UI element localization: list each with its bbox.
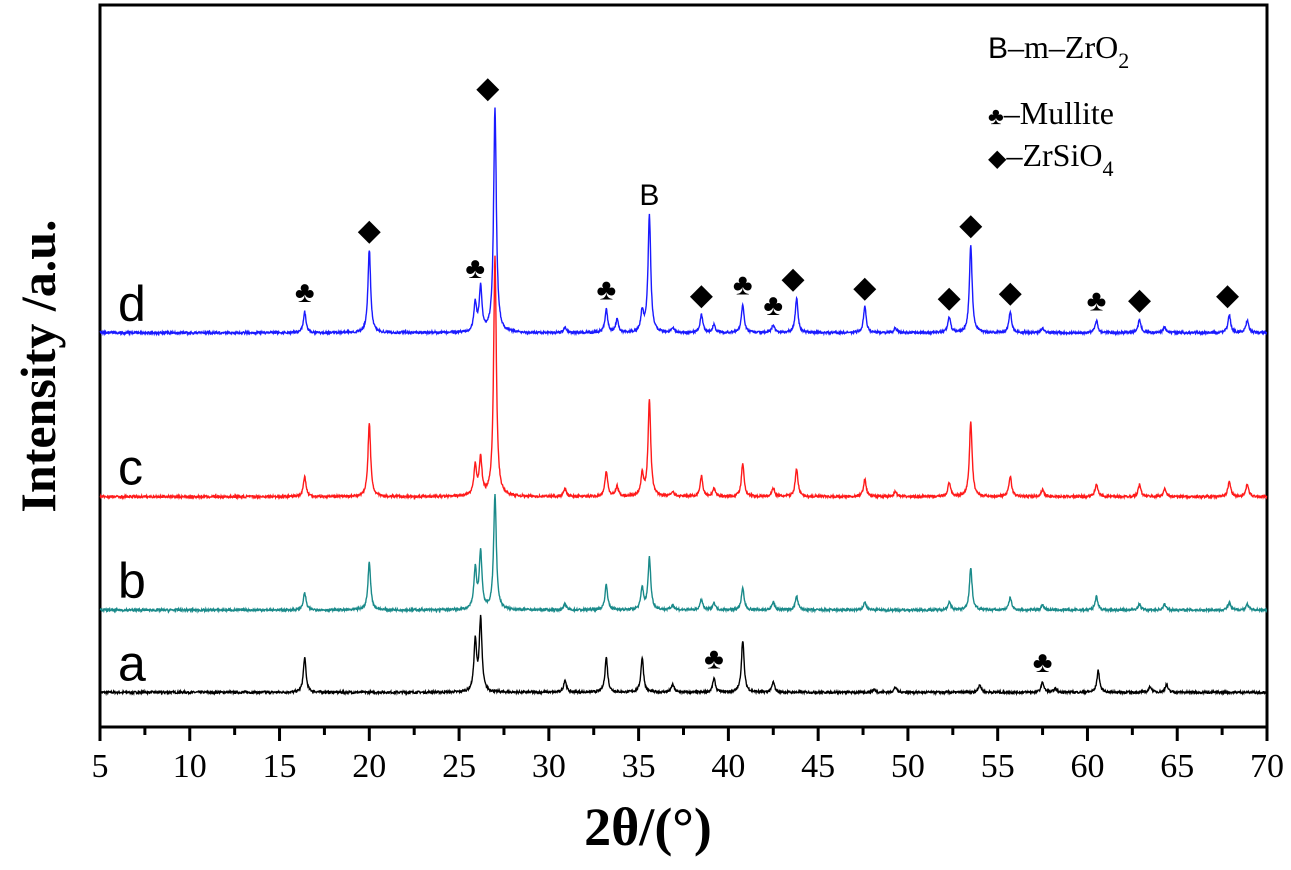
traces xyxy=(99,107,1268,697)
x-tick-label: 45 xyxy=(801,748,835,785)
x-tick-label: 30 xyxy=(532,748,566,785)
trace-a xyxy=(99,614,1267,697)
zrsio4-marker: ◆ xyxy=(853,271,876,304)
mullite-marker: ♣ xyxy=(1033,646,1053,679)
zrsio4-marker: ◆ xyxy=(690,279,713,312)
curve-label-d: d xyxy=(118,276,146,332)
trace-d xyxy=(99,107,1268,337)
zrsio4-marker: ◆ xyxy=(358,214,381,247)
mullite-marker: ♣ xyxy=(704,643,724,676)
x-tick-label: 25 xyxy=(442,748,476,785)
zrsio4-marker: ◆ xyxy=(781,262,804,295)
trace-c xyxy=(99,255,1268,501)
curve-label-b: b xyxy=(118,553,146,609)
curve-label-a: a xyxy=(118,635,146,691)
mullite-marker: ♣ xyxy=(1087,285,1107,318)
x-axis-title: 2θ/(°) xyxy=(584,797,712,857)
x-tick-label: 70 xyxy=(1250,748,1284,785)
x-tick-label: 55 xyxy=(981,748,1015,785)
x-tick-label: 65 xyxy=(1160,748,1194,785)
x-tick-label: 15 xyxy=(263,748,297,785)
zrsio4-marker: ◆ xyxy=(1128,283,1151,316)
legend-entry: ◆–ZrSiO4 xyxy=(988,137,1113,181)
mullite-marker: ♣ xyxy=(763,289,783,322)
peak-markers: ♣◆♣◆♣B◆ ♣♣◆ ◆ ◆◆◆ ♣ ◆ ◆♣ ♣ xyxy=(295,72,1239,680)
curve-label-c: c xyxy=(118,440,143,496)
trace-b xyxy=(99,494,1268,614)
x-tick-label: 20 xyxy=(352,748,386,785)
mullite-marker: ♣ xyxy=(465,252,485,285)
x-tick-label: 60 xyxy=(1070,748,1104,785)
curve-labels: ab c d xyxy=(118,276,146,692)
x-axis-ticks: 5 10 15 20 25 30 35 40 45 50 55 60 65 70 xyxy=(92,727,1284,785)
x-tick-label: 35 xyxy=(622,748,656,785)
zrsio4-marker: ◆ xyxy=(959,209,982,242)
legend-entry: ♣–Mullite xyxy=(988,95,1114,131)
mullite-marker: ♣ xyxy=(596,274,616,307)
legend-entry: B–m–ZrO2 xyxy=(988,29,1129,73)
legend: B–m–ZrO2 ♣–Mullite ◆–ZrSiO4 xyxy=(988,29,1129,181)
x-tick-label: 40 xyxy=(711,748,745,785)
zrsio4-marker: ◆ xyxy=(938,281,961,314)
zrsio4-marker: ◆ xyxy=(999,276,1022,309)
zro2-marker: B xyxy=(639,179,659,212)
zrsio4-marker: ◆ xyxy=(476,72,499,105)
x-tick-label: 50 xyxy=(891,748,925,785)
y-axis-title: Intensity /a.u. xyxy=(10,219,66,512)
x-tick-label: 5 xyxy=(92,748,109,785)
mullite-marker: ♣ xyxy=(733,269,753,302)
zrsio4-marker: ◆ xyxy=(1216,279,1239,312)
mullite-marker: ♣ xyxy=(295,276,315,309)
x-tick-label: 10 xyxy=(173,748,207,785)
